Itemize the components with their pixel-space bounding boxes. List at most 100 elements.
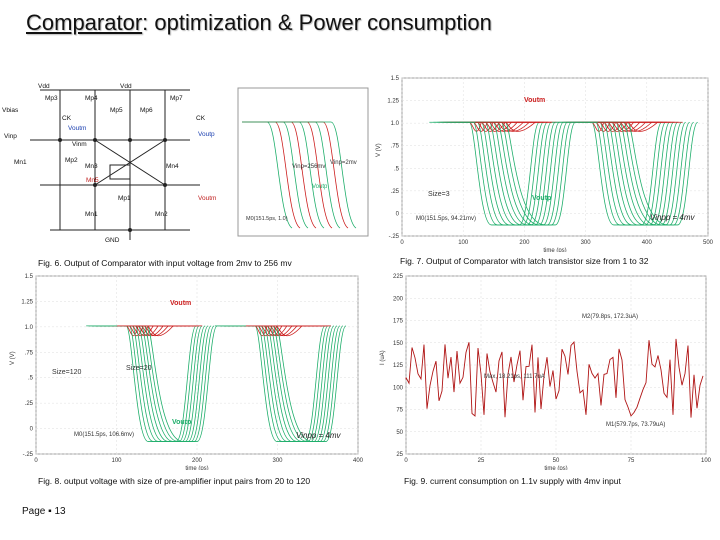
fig8-voutp-label: Voutp [172, 419, 191, 426]
fig7-ytick: .25 [391, 189, 400, 195]
fig9-marker-bot: M1(579.7ps, 73.79uA) [606, 422, 665, 428]
sch-label: Vdd [38, 83, 50, 90]
fig8-ytick: 1.0 [25, 325, 34, 331]
page-number: Page ▪ 13 [22, 506, 66, 517]
fig8-xlabel: time (ps) [185, 466, 208, 470]
fig7-xtick: 0 [400, 240, 404, 246]
fig7-caption: Fig. 7. Output of Comparator with latch … [400, 256, 649, 266]
fig7-voutp-trace [563, 121, 675, 226]
sch-label: GND [105, 237, 120, 244]
fig7-xtick: 400 [642, 240, 653, 246]
fig8-voutp-trace [229, 325, 341, 442]
sch-label: Mp6 [140, 107, 153, 114]
sch-label: CK [62, 115, 72, 122]
fig6-curve [242, 121, 333, 229]
fig6-curve [242, 121, 341, 229]
fig8-voutp-trace [104, 325, 215, 442]
fig6-annot-a: Vinp=256mv [292, 164, 325, 170]
fig8-xtick: 200 [192, 458, 203, 464]
fig9-ytick: 50 [396, 430, 403, 436]
sch-label: Mp7 [170, 95, 183, 102]
fig9-ytick: 25 [396, 452, 403, 458]
fig7-xtick: 100 [458, 240, 469, 246]
sch-label: Voutp [198, 131, 215, 138]
fig7-voutp-trace [567, 121, 679, 226]
fig9-ytick: 200 [393, 296, 404, 302]
fig9-xtick: 100 [701, 458, 712, 464]
fig7-voutp-trace [575, 121, 687, 226]
fig8-ytick: -.25 [23, 452, 34, 458]
fig8-voutp-trace [220, 325, 332, 442]
fig7-ytick: 1.25 [387, 99, 399, 105]
fig7-voutp-trace [551, 121, 663, 226]
fig8-vinp-label: Vinpp = 4mv [296, 431, 342, 440]
fig7-voutp-trace [453, 121, 564, 226]
fig8-ytick: .75 [25, 350, 34, 356]
sch-label: Voutm [198, 195, 216, 202]
fig7-voutp-trace [559, 121, 671, 226]
fig9-panel: 225 200 175 150 125 100 75 50 25 0 25 50 75 100 I (uA)… [372, 270, 716, 490]
fig8-ytick: .5 [28, 376, 34, 382]
fig9-caption: Fig. 9. current consumption on 1.1v supp… [404, 476, 621, 486]
fig7-voutp-label: Voutp [532, 195, 551, 202]
fig7-ylabel: V (V) [376, 143, 382, 157]
fig7-size-label: Size=3 [428, 191, 450, 198]
fig7-voutm-trace [597, 121, 683, 132]
fig6-frame [237, 87, 369, 237]
fig7-ytick: .75 [391, 144, 400, 150]
fig7-voutp-trace [433, 121, 544, 226]
fig8-caption: Fig. 8. output voltage with size of pre-… [38, 476, 311, 486]
sch-label: Vinm [72, 141, 87, 148]
fig9-xtick: 0 [404, 458, 408, 464]
fig8-ytick: 0 [30, 427, 34, 433]
fig7-voutp-trace [571, 121, 683, 226]
fig8-voutp-trace [98, 325, 209, 442]
schematic-svg: Vdd Mp3 Mp4 Vdd Mp7 Vbias Mp5 Mp6 CK CK … [2, 83, 216, 244]
fig8-xtick: 300 [272, 458, 283, 464]
fig9-ytick: 150 [393, 341, 404, 347]
fig6-curve [242, 121, 317, 229]
fig8-size-b-label: Size=20 [126, 365, 152, 372]
fig7-voutm-label: Voutm [524, 97, 545, 104]
fig8-ylabel: V (V) [10, 351, 16, 365]
fig8-voutp-trace [101, 325, 212, 442]
schematic-nodes [58, 138, 167, 232]
fig7-xlabel: time (ps) [543, 248, 566, 252]
fig9-xtick: 50 [553, 458, 560, 464]
sch-label: Mn2 [155, 211, 168, 218]
fig8-voutp-trace [226, 325, 338, 442]
fig9-ytick: 225 [393, 274, 404, 280]
fig7-ytick: 1.5 [391, 76, 400, 82]
fig8-xtick: 100 [111, 458, 122, 464]
fig7-voutp-trace [441, 121, 552, 226]
fig8-xtick: 0 [34, 458, 38, 464]
fig9-ytick: 100 [393, 385, 404, 391]
fig6-curve [242, 121, 293, 229]
fig7-ytick: 1.0 [391, 121, 400, 127]
sch-label: Mp2 [65, 157, 78, 164]
fig8-voutm-label: Voutm [170, 300, 191, 307]
fig8-voutp-trace [232, 325, 344, 442]
fig8-size-a-label: Size=120 [52, 369, 81, 376]
fig7-voutp-trace [579, 121, 691, 226]
fig8-voutp-trace [89, 325, 200, 442]
fig8-ytick: 1.5 [25, 274, 34, 280]
sch-label: Mp5 [110, 107, 123, 114]
title-keyword: Comparator [26, 10, 143, 35]
slide-title: Comparator: optimization & Power consump… [26, 10, 492, 36]
fig8-ytick: .25 [25, 401, 34, 407]
fig7-xtick: 300 [581, 240, 592, 246]
fig7-voutp-trace [461, 121, 572, 226]
fig6-curve [242, 121, 301, 229]
fig7-voutp-trace [465, 121, 576, 226]
fig9-xtick: 25 [478, 458, 485, 464]
fig9-ylabel: I (uA) [380, 350, 386, 365]
fig9-ytick: 75 [396, 408, 403, 414]
sch-label: Vinp [4, 133, 17, 140]
title-rest: : optimization & Power consumption [142, 10, 492, 35]
fig8-voutp-trace [92, 325, 203, 442]
fig7-ytick: 0 [396, 211, 400, 217]
fig6-curve [242, 121, 309, 229]
sch-label: Mp3 [45, 95, 58, 102]
